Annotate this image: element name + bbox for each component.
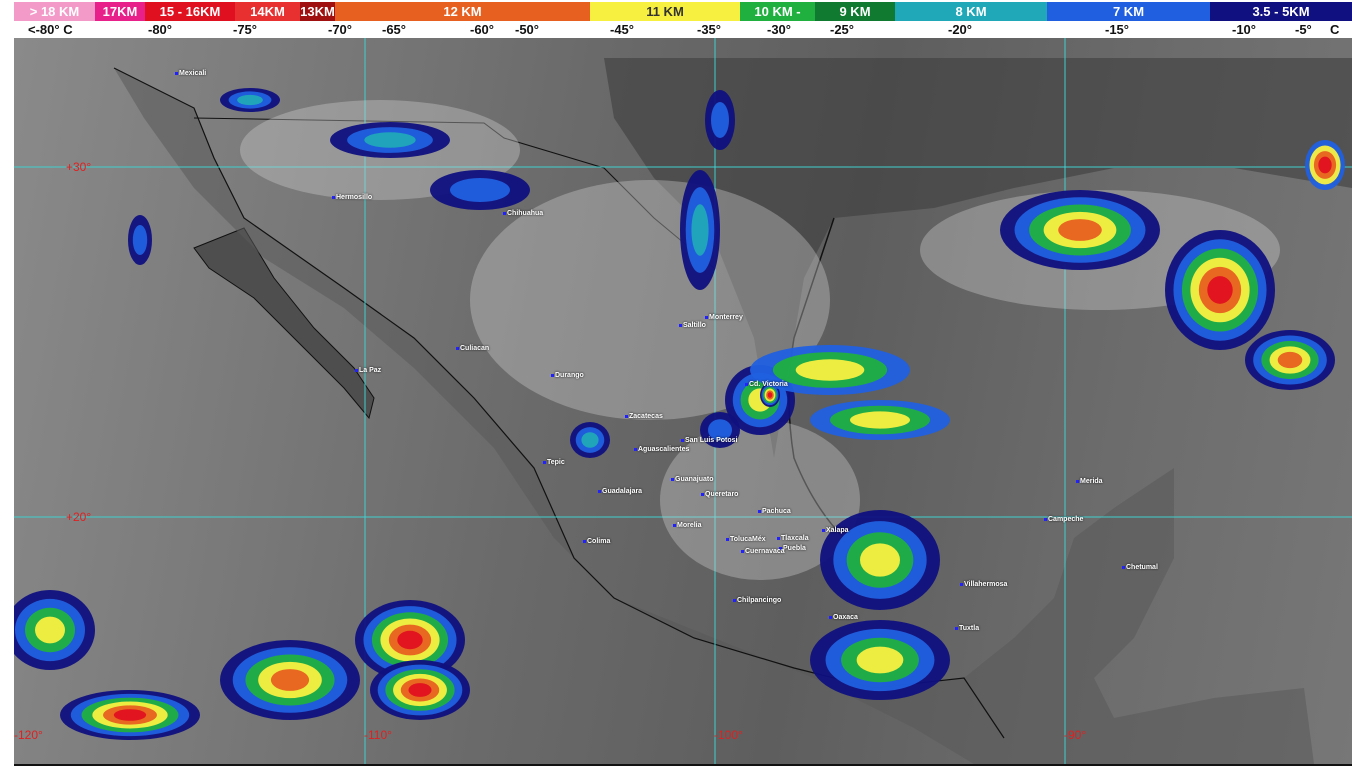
longitude-label: -90° bbox=[1064, 728, 1087, 742]
city-label: Morelia bbox=[673, 522, 702, 529]
city-label: Aguascalientes bbox=[634, 446, 689, 453]
latitude-label: +30° bbox=[66, 160, 92, 174]
legend-segment: 13KM bbox=[300, 2, 335, 21]
baja-california-land bbox=[193, 227, 375, 420]
legend-segment: 9 KM bbox=[815, 2, 895, 21]
city-label: Merida bbox=[1076, 478, 1103, 485]
city-label: Pachuca bbox=[758, 508, 791, 515]
convective-cloud-cell bbox=[850, 411, 910, 429]
temperature-label: C bbox=[1330, 22, 1340, 37]
city-label: Campeche bbox=[1044, 516, 1083, 523]
temperature-label: -60° bbox=[470, 22, 494, 37]
map-layer bbox=[14, 38, 1352, 764]
temperature-label: -20° bbox=[948, 22, 972, 37]
temperature-label: -35° bbox=[697, 22, 721, 37]
cloud-top-height-legend: > 18 KM 17KM 15 - 16KM 14KM 13KM 12 KM 11 KM 10… bbox=[0, 0, 1352, 21]
temperature-label: -30° bbox=[767, 22, 791, 37]
convective-cloud-cell bbox=[1058, 219, 1102, 241]
convective-cloud-cell bbox=[691, 204, 709, 256]
legend-segment: 15 - 16KM bbox=[145, 2, 235, 21]
temperature-label: -45° bbox=[610, 22, 634, 37]
convective-cloud-cell bbox=[795, 359, 865, 381]
legend-segment: > 18 KM bbox=[14, 2, 95, 21]
legend-segment: 10 KM - bbox=[740, 2, 815, 21]
city-label: Puebla bbox=[779, 545, 806, 552]
city-label: La Paz bbox=[355, 367, 381, 374]
temperature-label: -65° bbox=[382, 22, 406, 37]
city-label: Xalapa bbox=[822, 527, 849, 534]
legend-segment: 8 KM bbox=[895, 2, 1047, 21]
longitude-label: -100° bbox=[714, 728, 743, 742]
us-mexico-border bbox=[193, 117, 715, 269]
temperature-label: <-80° C bbox=[28, 22, 73, 37]
convective-cloud-cell bbox=[708, 419, 732, 441]
city-label: Zacatecas bbox=[625, 413, 663, 420]
legend-segment: 14KM bbox=[235, 2, 300, 21]
city-label: Cd. Victoria bbox=[745, 381, 788, 388]
legend-segment: 11 KM bbox=[590, 2, 740, 21]
longitude-label: -110° bbox=[364, 728, 392, 742]
city-label: Chihuahua bbox=[503, 210, 543, 217]
city-label: Hermosillo bbox=[332, 194, 372, 201]
city-label: Cuernavaca bbox=[741, 548, 785, 555]
convective-cloud-cell bbox=[711, 102, 729, 138]
city-label: Saltillo bbox=[679, 322, 706, 329]
city-label: Tlaxcala bbox=[777, 535, 809, 542]
city-label: Guanajuato bbox=[671, 476, 714, 483]
convective-cloud-cell bbox=[408, 683, 432, 697]
temperature-label: -75° bbox=[233, 22, 257, 37]
legend-segment: 3.5 - 5KM bbox=[1210, 2, 1352, 21]
convective-cloud-cell bbox=[113, 709, 147, 721]
temperature-label: -15° bbox=[1105, 22, 1129, 37]
legend-segment: 12 KM bbox=[335, 2, 590, 21]
temperature-label: -10° bbox=[1232, 22, 1256, 37]
convective-cloud-cell bbox=[767, 392, 773, 398]
convective-cloud-cell bbox=[270, 669, 310, 691]
convective-cloud-cell bbox=[856, 646, 904, 674]
convective-cloud-cell bbox=[35, 616, 65, 644]
convective-cloud-cell bbox=[1318, 156, 1332, 174]
convective-cloud-cell bbox=[364, 132, 416, 148]
temperature-label: -80° bbox=[148, 22, 172, 37]
convective-cloud-cell bbox=[132, 225, 148, 255]
city-label: Guadalajara bbox=[598, 488, 642, 495]
convective-cloud-cell bbox=[1207, 276, 1233, 304]
latitude-label: +20° bbox=[66, 510, 92, 524]
city-label: TolucaMéx bbox=[726, 536, 766, 543]
longitude-label: -120° bbox=[14, 728, 43, 742]
city-label: Durango bbox=[551, 372, 584, 379]
convective-cloud-cell bbox=[237, 94, 263, 106]
city-label: Villahermosa bbox=[960, 581, 1007, 588]
cloud-cover bbox=[660, 420, 860, 580]
temperature-label: -25° bbox=[830, 22, 854, 37]
legend-segment: 17KM bbox=[95, 2, 145, 21]
temperature-label: -5° bbox=[1295, 22, 1312, 37]
city-label: Queretaro bbox=[701, 491, 738, 498]
convective-cloud-cell bbox=[397, 630, 423, 650]
cloud-cover bbox=[470, 180, 830, 420]
temperature-label: -70° bbox=[328, 22, 352, 37]
city-label: Tuxtla bbox=[955, 625, 979, 632]
usa-land bbox=[604, 58, 1352, 458]
temperature-scale: <-80° C -80° -75° -70° -65° -60° -50° -45° -35° -… bbox=[0, 21, 1352, 38]
city-label: Monterrey bbox=[705, 314, 743, 321]
convective-cloud-cell bbox=[450, 178, 510, 202]
city-label: Colima bbox=[583, 538, 610, 545]
temperature-label: -50° bbox=[515, 22, 539, 37]
city-label: Mexicali bbox=[175, 70, 206, 77]
satellite-map: +30° +20° -120° -110° -100° -90° Mexicali Hermo… bbox=[14, 38, 1352, 764]
city-label: Chilpancingo bbox=[733, 597, 781, 604]
city-label: Culiacan bbox=[456, 345, 489, 352]
map-bottom-border bbox=[14, 764, 1352, 766]
city-label: Tepic bbox=[543, 459, 565, 466]
city-label: Oaxaca bbox=[829, 614, 858, 621]
convective-cloud-cell bbox=[581, 432, 599, 448]
convective-cloud-cell bbox=[1277, 351, 1303, 369]
legend-segment: 7 KM bbox=[1047, 2, 1210, 21]
convective-cloud-cell bbox=[860, 543, 900, 577]
city-label: Chetumal bbox=[1122, 564, 1158, 571]
city-label: San Luis Potosi bbox=[681, 437, 738, 444]
